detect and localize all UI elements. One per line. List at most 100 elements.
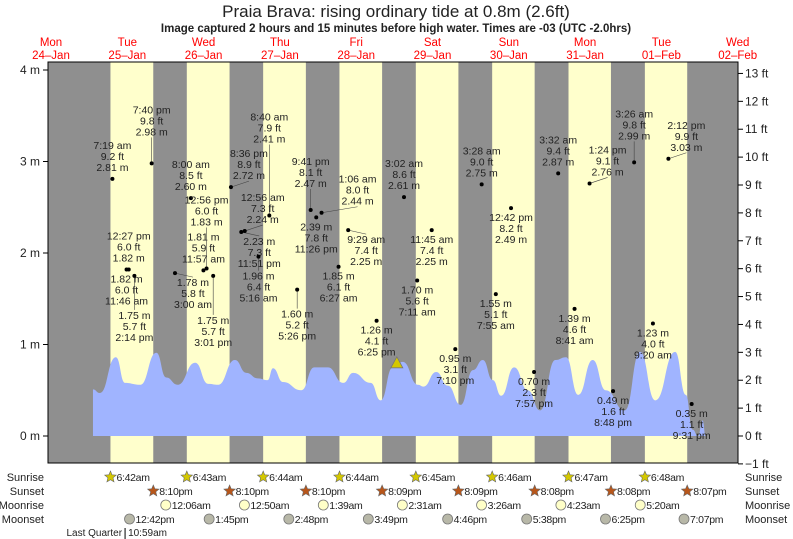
tide-point [479, 182, 484, 187]
chart-title: Praia Brava: rising ordinary tide at 0.8… [222, 2, 570, 21]
sunrise-time: 6:44am [269, 472, 303, 484]
tide-extreme-low: 0.49 m1.6 ft8:48 pm [594, 389, 632, 429]
tide-label-time: 1:06 am [339, 174, 377, 186]
tide-label-height-m: 2.61 m [388, 180, 420, 192]
tide-label-time: 12:56 am [241, 192, 285, 204]
tide-label-height-ft: 8.0 ft [346, 185, 369, 197]
tide-label-height-ft: 5.7 ft [202, 326, 225, 338]
tide-label-height-m: 2.25 m [416, 256, 448, 268]
tide-label-time: 9:20 am [634, 349, 672, 361]
tide-label-height-m: 1.23 m [637, 327, 669, 339]
y-tick-label-right: 3 ft [745, 345, 762, 359]
tide-extreme-low: 0.70 m2.3 ft7:57 pm [515, 369, 553, 410]
tide-extreme-high: 9:41 pm8.1 ft2.47 m [292, 156, 330, 212]
tide-label-height-m: 2.44 m [341, 196, 373, 208]
tide-label-time: 8:00 am [172, 159, 210, 171]
sunrise-time: 6:44am [345, 472, 379, 484]
sunset-time: 8:10pm [236, 486, 270, 498]
tide-extreme-low: 1.75 m5.7 ft2:14 pm [115, 273, 154, 344]
tide-extreme-high: 1:06 am8.0 ft2.44 m [319, 174, 377, 215]
tide-extreme-high: 1:24 pm9.1 ft2.76 m [587, 144, 627, 186]
tide-label-leader [348, 229, 367, 235]
tide-label-height-ft: 9.4 ft [547, 145, 570, 157]
sunrise-icon [638, 470, 652, 483]
tide-label-height-ft: 8.1 ft [299, 167, 322, 179]
tide-label-time: 7:11 am [399, 306, 436, 318]
tide-label-height-ft: 1.1 ft [680, 419, 703, 431]
tide-label-height-m: 2.99 m [618, 130, 650, 142]
moonset-icon [600, 513, 611, 525]
sunset-icon [604, 484, 618, 497]
tide-point [319, 210, 324, 215]
tide-label-height-m: 2.49 m [495, 234, 527, 246]
sunset-time: 8:07pm [693, 486, 727, 498]
date-label: 30–Jan [490, 50, 528, 62]
tide-label-time: 5:26 pm [278, 331, 316, 343]
moonset-time: 3:49pm [374, 514, 408, 526]
tide-point [256, 254, 261, 259]
tide-extreme-low: 1.26 m4.1 ft6:25 pm [358, 318, 396, 359]
y-tick-label-right: 6 ft [745, 262, 762, 276]
tide-label-height-ft: 8.2 ft [499, 223, 522, 235]
tide-label-height-m: 2.87 m [542, 156, 574, 168]
tide-label-time: 11:45 am [410, 234, 453, 246]
moonrise-time: 4:23am [567, 500, 601, 512]
tide-label-height-m: 2.41 m [253, 133, 285, 145]
sunset-time: 8:09pm [388, 486, 422, 498]
tide-label-height-ft: 1.6 ft [601, 406, 624, 418]
tide-label-height-m: 1.60 m [281, 309, 313, 321]
sunrise-icon [103, 470, 117, 483]
tide-point [587, 181, 592, 186]
tide-label-height-ft: 5.8 ft [181, 288, 204, 300]
tide-label-height-m: 1.26 m [361, 325, 393, 337]
y-tick-label-right: 1 ft [745, 401, 762, 415]
tide-extreme-low: 1.78 m5.8 ft3:00 am [172, 271, 212, 311]
tide-label-height-ft: 6.0 ft [195, 206, 218, 218]
tide-point [572, 306, 577, 311]
tide-label-height-m: 1.70 m [401, 284, 433, 296]
sunset-time: 8:10pm [312, 486, 346, 498]
tide-area [92, 351, 706, 436]
row-label-right-sunset: Sunset [745, 486, 779, 498]
moonset-time: 1:45pm [215, 514, 249, 526]
moonset-icon [124, 513, 135, 525]
tide-extreme-high: 7:19 am9.2 ft2.81 m [93, 140, 132, 181]
tide-label-time: 6:27 am [320, 293, 358, 305]
tide-label-height-m: 0.49 m [597, 395, 629, 407]
tide-label-height-m: 1.82 m [113, 252, 145, 264]
tide-label-height-m: 2.25 m [350, 256, 382, 268]
row-label-sunset: Sunset [10, 486, 44, 498]
tide-extreme-high: 3:32 am9.4 ft2.87 m [539, 134, 577, 176]
moonset-icon [362, 513, 374, 525]
chart-subtitle: Image captured 2 hours and 15 minutes be… [161, 23, 631, 35]
tide-point [374, 318, 379, 323]
tide-label-height-ft: 4.6 ft [563, 324, 586, 336]
tide-point [632, 160, 637, 165]
tide-label-time: 2:12 pm [667, 120, 705, 132]
tide-label-time: 11:51 pm [238, 258, 281, 270]
tide-point [336, 264, 341, 269]
row-label-right-sunrise: Sunrise [745, 472, 782, 484]
tide-point [689, 401, 694, 406]
tide-point [509, 206, 514, 211]
tide-label-time: 7:55 am [477, 320, 515, 332]
tide-extreme-high: 3:26 am9.8 ft2.99 m [615, 108, 653, 165]
tide-label-height-m: 0.95 m [439, 353, 471, 365]
tide-point [172, 271, 177, 276]
sunrise-icon [485, 470, 499, 483]
tide-label-height-ft: 5.7 ft [123, 321, 146, 333]
moonset-icon [678, 513, 690, 525]
tide-label-height-ft: 9.9 ft [675, 131, 698, 143]
sunset-icon [146, 484, 160, 497]
tide-point [429, 228, 434, 233]
y-tick-label-right: −1 ft [745, 457, 769, 471]
tide-label-height-m: 2.72 m [233, 170, 265, 182]
tide-label-time: 6:25 pm [358, 347, 396, 359]
y-tick-label-right: 9 ft [745, 178, 762, 192]
tide-label-height-m: 1.85 m [323, 271, 355, 283]
tide-label-time: 3:00 am [174, 299, 212, 311]
moon-phase-time: 10:59am [128, 528, 167, 539]
sunrise-icon [256, 470, 270, 483]
date-label: 31–Jan [566, 50, 604, 62]
